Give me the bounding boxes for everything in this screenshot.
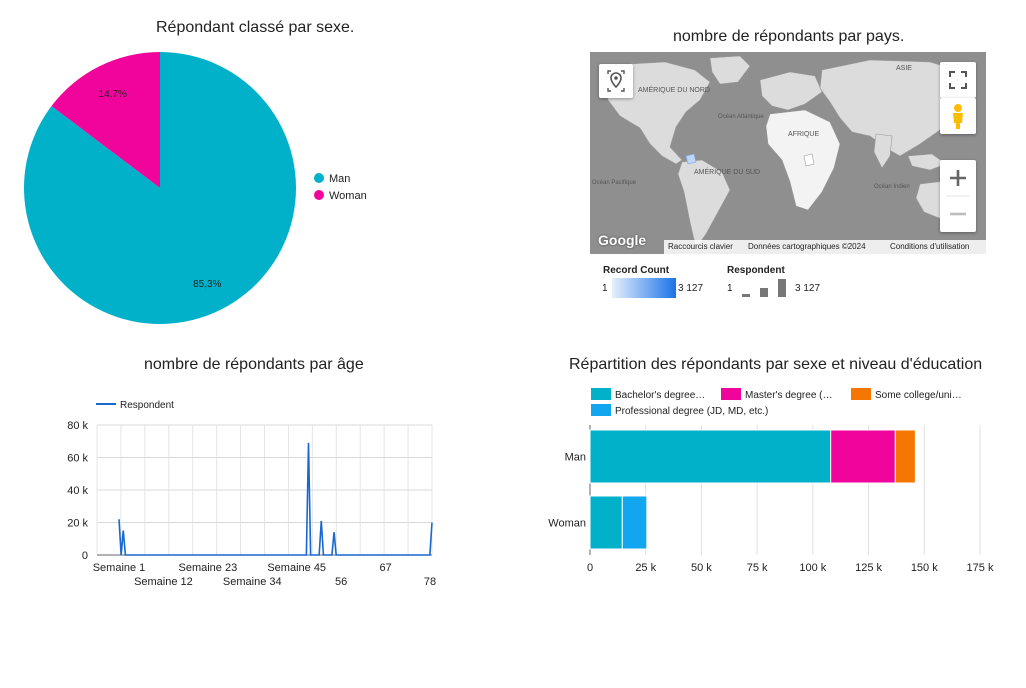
bar-legend-item-3[interactable]: Professional degree (JD, MD, etc.) — [615, 406, 768, 417]
pegman-icon — [953, 104, 963, 129]
pie-chart[interactable]: 85,3% 14,7% Man Woman — [0, 40, 420, 340]
google-logo: Google — [598, 232, 647, 248]
bar-xtick-label: 150 k — [911, 562, 938, 574]
line-series-respondent[interactable] — [118, 442, 433, 556]
bar-legend-swatch-3 — [591, 404, 611, 416]
line-xtick-label: Semaine 34 — [223, 576, 282, 588]
respondent-size-legend — [742, 279, 786, 297]
bar-legend-item-1[interactable]: Master's degree (… — [745, 390, 833, 401]
label-africa: AFRIQUE — [788, 131, 819, 138]
bar-chart-title: Répartition des répondants par sexe et n… — [569, 356, 983, 373]
bar-legend-swatch-1 — [721, 388, 741, 400]
world-map[interactable]: AMÉRIQUE DU NORD AMÉRIQUE DU SUD AFRIQUE… — [590, 52, 986, 254]
label-north-america: AMÉRIQUE DU NORD — [638, 85, 710, 94]
line-xtick-label: Semaine 45 — [267, 562, 326, 574]
record-count-max: 3 127 — [678, 283, 704, 294]
line-xtick-label: 67 — [379, 562, 391, 574]
record-count-gradient — [612, 278, 676, 298]
map-land: AMÉRIQUE DU NORD AMÉRIQUE DU SUD AFRIQUE… — [590, 52, 986, 254]
pie-legend-swatch-woman — [314, 190, 324, 200]
respondent-legend-title: Respondent — [727, 265, 785, 276]
pie-legend-swatch-man — [314, 173, 324, 183]
bar-xtick-label: 75 k — [747, 562, 768, 574]
respondent-min: 1 — [727, 283, 733, 294]
pie-legend-item-man[interactable]: Man — [329, 173, 350, 185]
pie-legend-item-woman[interactable]: Woman — [329, 190, 367, 202]
line-xtick-label: Semaine 23 — [178, 562, 237, 574]
line-ytick-label: 60 k — [67, 453, 88, 465]
pie-slice-woman[interactable] — [51, 52, 161, 188]
line-ytick-label: 80 k — [67, 420, 88, 432]
record-count-min: 1 — [602, 283, 608, 294]
bar-xtick-label: 50 k — [691, 562, 712, 574]
map-title: nombre de répondants par pays. — [673, 28, 905, 45]
line-xtick-label: Semaine 1 — [93, 562, 146, 574]
pie-label-man: 85,3% — [193, 279, 221, 290]
fullscreen-icon — [949, 71, 967, 89]
bar-legend-swatch-2 — [851, 388, 871, 400]
record-count-legend-title: Record Count — [603, 265, 670, 276]
bar-segment-man-2[interactable] — [894, 429, 916, 484]
line-chart-title: nombre de répondants par âge — [144, 356, 364, 373]
label-atlantic: Océan Atlantique — [718, 114, 764, 120]
bar-xtick-label: 25 k — [635, 562, 656, 574]
bar-xtick-label: 0 — [587, 562, 593, 574]
line-ytick-label: 40 k — [67, 485, 88, 497]
line-legend-item-respondent: Respondent — [120, 400, 174, 411]
zoom-buttons[interactable] — [940, 160, 976, 232]
zoom-in-icon — [950, 170, 966, 186]
map-footer: Raccourcis clavier Données cartographiqu… — [664, 240, 986, 254]
label-indian: Océan Indien — [874, 184, 910, 190]
bar-legend-swatch-0 — [591, 388, 611, 400]
street-view-button[interactable] — [940, 98, 976, 134]
location-button[interactable] — [599, 64, 633, 98]
keyboard-shortcuts-link[interactable]: Raccourcis clavier — [668, 242, 733, 251]
bar-segment-woman-0[interactable] — [589, 495, 623, 550]
location-icon — [607, 70, 625, 92]
terms-link[interactable]: Conditions d'utilisation — [890, 242, 970, 251]
line-ytick-label: 0 — [82, 550, 88, 562]
label-asia: ASIE — [896, 65, 912, 72]
label-pacific: Océan Pacifique — [592, 180, 637, 186]
bar-legend-item-0[interactable]: Bachelor's degree… — [615, 390, 705, 401]
bar-xtick-label: 100 k — [799, 562, 826, 574]
bar-legend-item-2[interactable]: Some college/uni… — [875, 390, 962, 401]
bar-category-label-woman: Woman — [548, 518, 586, 530]
line-chart[interactable]: 0 20 k 40 k 60 k 80 k Semaine 1 Semaine 12 Sema… — [0, 380, 470, 600]
zoom-control — [940, 160, 976, 232]
line-xtick-label: 56 — [335, 576, 347, 588]
bar-segment-man-0[interactable] — [589, 429, 832, 484]
pie-slice-man[interactable] — [24, 52, 297, 325]
bar-segment-man-1[interactable] — [830, 429, 896, 484]
map-data-text: Données cartographiques ©2024 — [748, 242, 866, 251]
respondent-max: 3 127 — [795, 283, 821, 294]
bar-category-label-man: Man — [565, 452, 586, 464]
line-ytick-label: 20 k — [67, 518, 88, 530]
line-xtick-label: Semaine 12 — [134, 576, 193, 588]
bar-segment-woman-3[interactable] — [621, 495, 648, 550]
stacked-bar-chart[interactable]: 0 25 k 50 k 75 k 100 k 125 k 150 k 175 k Man Woma… — [530, 380, 1024, 600]
bar-xtick-label: 125 k — [855, 562, 882, 574]
label-south-america: AMÉRIQUE DU SUD — [694, 167, 760, 176]
pie-label-woman: 14,7% — [99, 89, 127, 100]
bar-xtick-label: 175 k — [967, 562, 994, 574]
fullscreen-button[interactable] — [940, 62, 976, 98]
pie-chart-title: Répondant classé par sexe. — [156, 19, 355, 36]
line-xtick-label: 78 — [424, 576, 436, 588]
